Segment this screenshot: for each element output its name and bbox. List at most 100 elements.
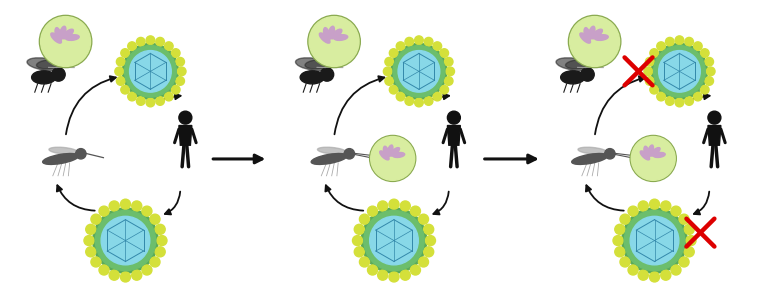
Circle shape [622, 208, 687, 273]
Circle shape [124, 45, 177, 97]
Circle shape [638, 270, 648, 280]
Circle shape [137, 97, 145, 105]
Circle shape [385, 57, 393, 66]
Circle shape [631, 216, 679, 265]
Circle shape [631, 135, 677, 181]
Circle shape [448, 111, 460, 124]
FancyArrowPatch shape [586, 185, 624, 210]
Ellipse shape [296, 58, 331, 71]
Circle shape [666, 37, 674, 46]
Circle shape [684, 247, 694, 257]
Circle shape [369, 135, 415, 181]
Ellipse shape [331, 29, 342, 39]
Ellipse shape [578, 147, 607, 154]
Circle shape [396, 42, 405, 51]
Circle shape [109, 201, 119, 211]
Circle shape [344, 149, 355, 159]
Circle shape [39, 15, 92, 68]
Circle shape [354, 247, 364, 257]
Circle shape [121, 272, 131, 282]
Circle shape [424, 224, 434, 234]
Circle shape [410, 206, 420, 216]
Circle shape [308, 15, 360, 68]
Circle shape [389, 86, 398, 94]
Circle shape [396, 92, 405, 101]
Circle shape [440, 86, 449, 94]
Circle shape [660, 270, 670, 280]
Ellipse shape [334, 35, 348, 40]
Circle shape [415, 98, 423, 107]
Ellipse shape [389, 148, 399, 156]
Circle shape [391, 43, 447, 99]
FancyArrowPatch shape [66, 76, 116, 134]
Ellipse shape [561, 71, 584, 84]
FancyArrowPatch shape [57, 185, 94, 210]
Circle shape [570, 17, 620, 66]
Circle shape [613, 236, 623, 245]
Circle shape [171, 86, 180, 94]
Ellipse shape [31, 71, 55, 84]
Circle shape [651, 43, 707, 99]
Circle shape [84, 236, 94, 245]
Ellipse shape [387, 145, 393, 157]
Circle shape [675, 98, 684, 107]
Circle shape [99, 265, 109, 275]
Circle shape [405, 97, 414, 105]
Circle shape [645, 57, 654, 66]
Polygon shape [708, 126, 721, 145]
Ellipse shape [27, 58, 63, 71]
Circle shape [368, 206, 378, 216]
Ellipse shape [43, 153, 78, 164]
Circle shape [650, 49, 658, 57]
FancyArrowPatch shape [426, 94, 449, 100]
Circle shape [109, 270, 119, 280]
Ellipse shape [59, 26, 66, 39]
Polygon shape [448, 126, 460, 145]
Circle shape [86, 247, 96, 257]
Circle shape [150, 214, 160, 224]
Circle shape [156, 97, 164, 105]
Circle shape [359, 214, 369, 224]
Ellipse shape [55, 28, 61, 41]
Circle shape [354, 224, 364, 234]
Circle shape [320, 68, 333, 81]
Circle shape [393, 45, 445, 97]
Ellipse shape [588, 26, 595, 39]
Circle shape [93, 208, 158, 273]
FancyArrowPatch shape [433, 192, 449, 214]
Circle shape [91, 257, 101, 267]
Ellipse shape [641, 151, 650, 160]
Circle shape [705, 77, 713, 85]
Circle shape [117, 57, 125, 66]
Circle shape [122, 43, 178, 99]
Circle shape [121, 199, 131, 209]
Ellipse shape [591, 29, 602, 39]
Circle shape [121, 49, 130, 57]
Ellipse shape [379, 151, 389, 160]
Polygon shape [179, 126, 192, 145]
Circle shape [419, 214, 429, 224]
Circle shape [389, 199, 399, 209]
Ellipse shape [305, 60, 331, 69]
FancyArrowPatch shape [694, 192, 709, 214]
Circle shape [389, 49, 398, 57]
Circle shape [164, 42, 173, 51]
Circle shape [615, 247, 625, 257]
Circle shape [155, 224, 165, 234]
Circle shape [359, 257, 369, 267]
Circle shape [685, 37, 694, 46]
Circle shape [117, 77, 125, 85]
FancyArrowPatch shape [326, 185, 363, 210]
Circle shape [675, 36, 684, 45]
Circle shape [415, 36, 423, 45]
Ellipse shape [328, 26, 334, 39]
Circle shape [666, 97, 674, 105]
Ellipse shape [556, 58, 591, 71]
FancyArrowPatch shape [165, 192, 180, 214]
Ellipse shape [49, 147, 78, 154]
Circle shape [86, 224, 96, 234]
Ellipse shape [36, 60, 63, 69]
Circle shape [694, 92, 702, 101]
Circle shape [310, 17, 359, 66]
Circle shape [121, 86, 130, 94]
